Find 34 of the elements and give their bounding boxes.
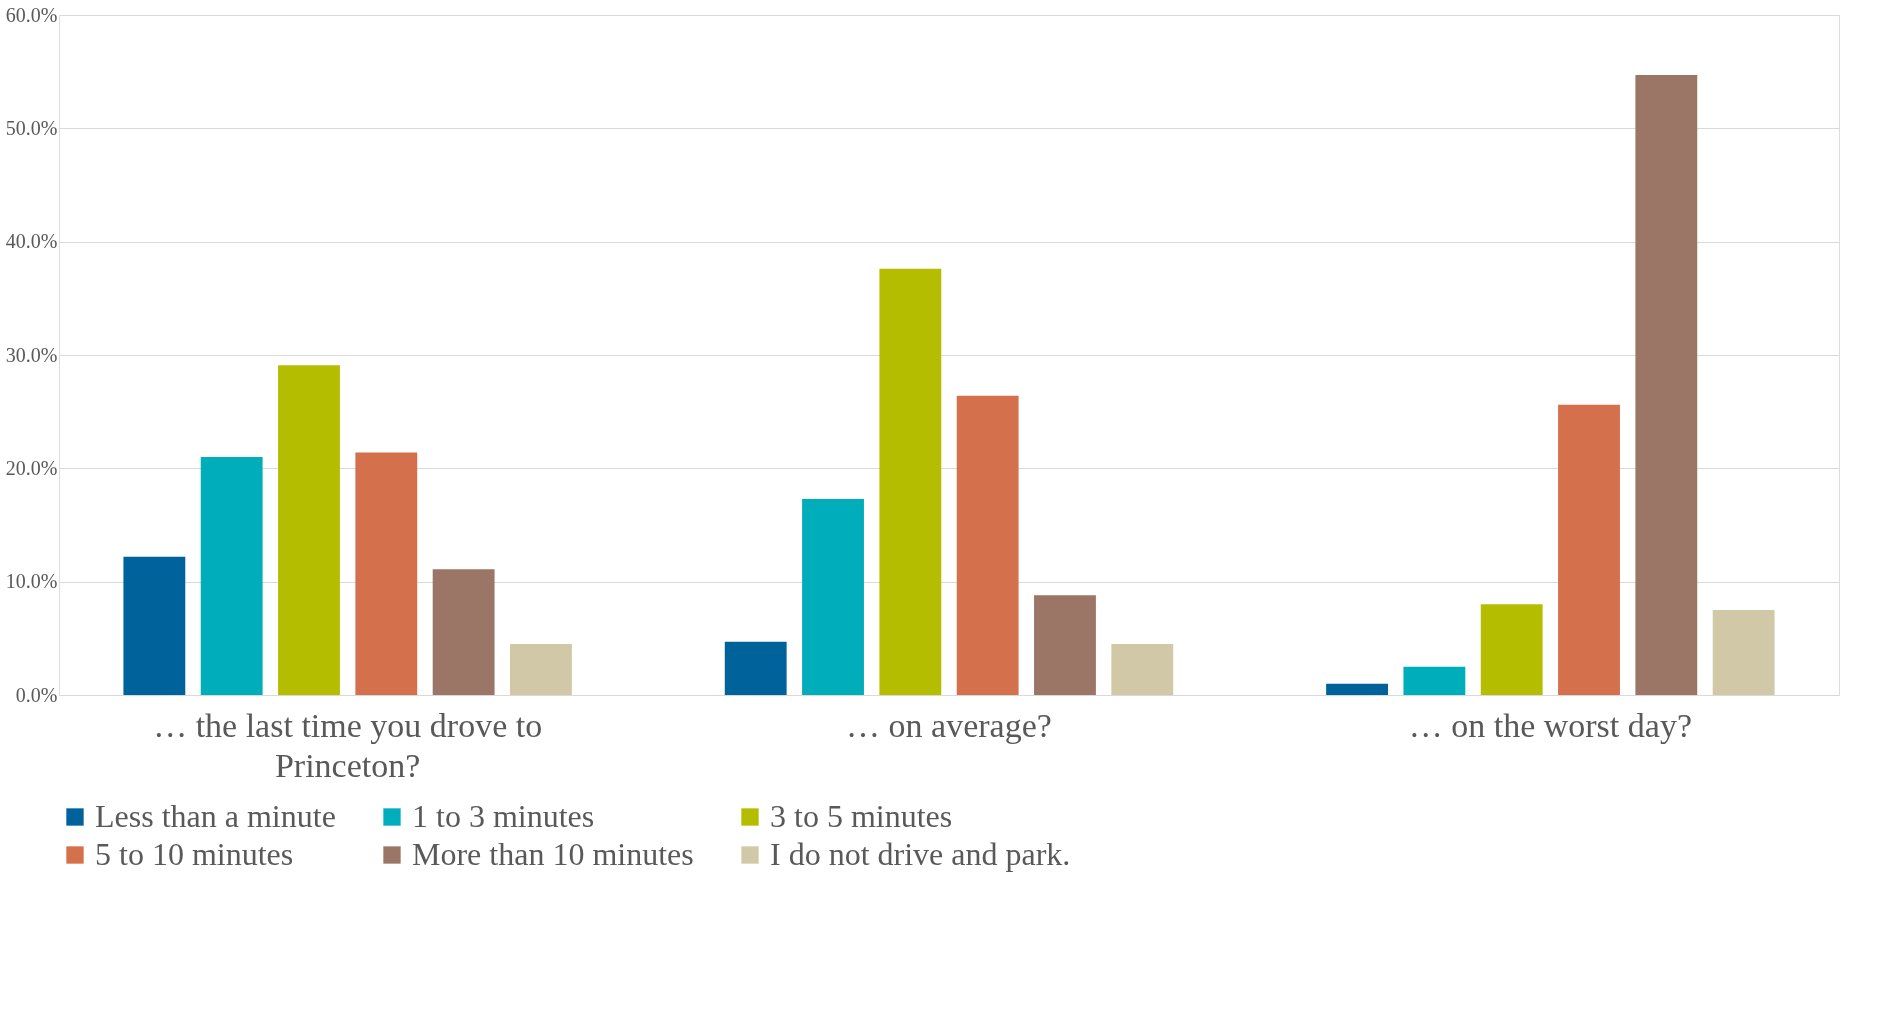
legend-label: More than 10 minutes bbox=[412, 836, 694, 872]
y-tick-label: 40.0% bbox=[5, 230, 58, 253]
y-tick-label: 50.0% bbox=[5, 116, 58, 139]
y-tick-label: 20.0% bbox=[5, 456, 58, 479]
legend-label: 3 to 5 minutes bbox=[770, 798, 953, 834]
bar bbox=[1326, 683, 1388, 695]
bar bbox=[1403, 666, 1466, 695]
bar bbox=[510, 644, 572, 695]
y-tick-label: 10.0% bbox=[5, 570, 58, 593]
legend-label: I do not drive and park. bbox=[770, 836, 1071, 872]
bar bbox=[724, 641, 787, 695]
x-tick-label: … the last time you drove to Princeton? bbox=[153, 706, 543, 784]
bar bbox=[123, 556, 186, 695]
bar bbox=[1558, 404, 1620, 695]
bar bbox=[956, 395, 1019, 695]
legend-label: 5 to 10 minutes bbox=[95, 836, 294, 872]
bar bbox=[802, 498, 864, 695]
bar bbox=[1712, 610, 1775, 695]
bar bbox=[1111, 644, 1174, 695]
bar bbox=[1480, 604, 1543, 695]
bar bbox=[355, 452, 418, 695]
y-tick-label: 30.0% bbox=[5, 343, 58, 366]
bar bbox=[879, 268, 942, 695]
x-tick-label: … on the worst day? bbox=[1408, 706, 1692, 744]
y-tick-label: 60.0% bbox=[5, 3, 58, 26]
legend-label: 1 to 3 minutes bbox=[412, 798, 595, 834]
bar bbox=[1635, 75, 1698, 695]
bar bbox=[432, 569, 495, 695]
bar bbox=[1034, 595, 1096, 695]
legend-label: Less than a minute bbox=[95, 798, 336, 834]
y-tick-label: 0.0% bbox=[15, 683, 58, 706]
x-tick-label: … on average? bbox=[846, 706, 1052, 744]
bar bbox=[200, 457, 263, 695]
bar bbox=[278, 365, 340, 695]
